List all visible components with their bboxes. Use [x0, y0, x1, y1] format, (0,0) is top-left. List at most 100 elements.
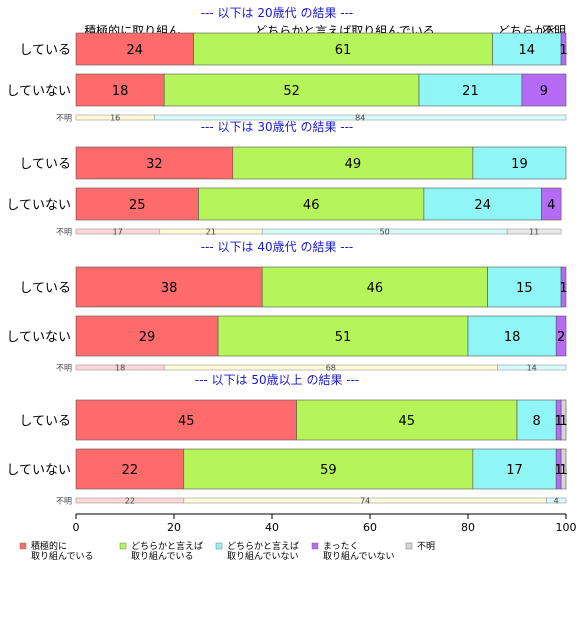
data-label: 25	[129, 198, 146, 213]
bar-segment	[506, 228, 562, 235]
data-label: 9	[540, 84, 548, 99]
bar-segment	[423, 187, 542, 221]
data-label: 29	[139, 330, 156, 345]
data-label: 50	[380, 228, 390, 237]
x-tick-label: 20	[167, 521, 181, 534]
legend-label: 積極的に	[31, 540, 67, 552]
data-label: 1	[559, 43, 567, 58]
bar-segment	[541, 187, 562, 221]
data-label: 21	[206, 228, 216, 237]
data-label: 52	[283, 84, 300, 99]
data-label: 45	[398, 414, 415, 429]
bar-segment	[198, 187, 425, 221]
data-label: 16	[110, 114, 120, 123]
bar-segment	[487, 266, 562, 308]
data-label: 84	[355, 114, 365, 123]
bar-segment	[467, 315, 557, 357]
data-label: 1	[559, 414, 567, 429]
data-label: 38	[161, 281, 178, 296]
bar-segment	[193, 32, 493, 66]
data-label: 1	[559, 281, 567, 296]
bar-segment	[75, 187, 199, 221]
bar-segment	[296, 399, 518, 441]
row-label: していない	[6, 330, 71, 345]
bar-segment	[183, 448, 474, 490]
data-label: 1	[555, 414, 563, 429]
x-tick-label: 80	[461, 521, 475, 534]
bar-segment	[217, 315, 469, 357]
legend-label: どちらかと言えば	[227, 540, 299, 552]
bar-segment	[560, 448, 567, 490]
data-label: 1	[559, 463, 567, 478]
data-label: 15	[516, 281, 533, 296]
data-label: 49	[345, 157, 362, 172]
bar-segment	[497, 364, 567, 371]
row-label: 不明	[56, 114, 72, 123]
legend-label: どちらかと言えば	[131, 540, 203, 552]
bar-segment	[232, 146, 474, 180]
bar-segment	[555, 315, 567, 357]
data-label: 4	[554, 497, 559, 506]
bar-segment	[560, 266, 567, 308]
x-tick-label: 0	[73, 521, 80, 534]
data-label: 22	[122, 463, 139, 478]
bar-segment	[75, 73, 165, 107]
data-label: 8	[532, 414, 540, 429]
data-label: 74	[360, 497, 370, 506]
bar-segment	[492, 32, 562, 66]
data-label: 14	[527, 364, 537, 373]
row-label: していない	[6, 463, 71, 478]
row-label: している	[19, 157, 71, 172]
row-label: している	[19, 281, 71, 296]
data-label: 59	[320, 463, 337, 478]
data-label: 61	[335, 43, 352, 58]
data-label: 21	[462, 84, 479, 99]
legend-label: 取り組んでいる	[31, 550, 94, 562]
data-label: 17	[506, 463, 523, 478]
data-label: 45	[178, 414, 195, 429]
legend-label: まったく	[323, 541, 359, 552]
data-label: 24	[474, 198, 491, 213]
legend-swatch	[215, 542, 223, 550]
group-title: --- 以下は 50歳以上 の結果 ---	[195, 373, 360, 387]
bar-segment	[560, 32, 567, 66]
data-label: 18	[115, 364, 125, 373]
bar-segment	[75, 315, 219, 357]
group-title: --- 以下は 30歳代 の結果 ---	[201, 120, 354, 134]
legend-label: 不明	[417, 541, 435, 552]
legend-label: 取り組んでいない	[227, 550, 299, 562]
bar-segment	[75, 266, 263, 308]
bar-segment	[75, 146, 234, 180]
data-label: 17	[113, 228, 123, 237]
bar-segment	[163, 73, 420, 107]
legend-swatch	[119, 542, 127, 550]
bar-segment	[472, 146, 567, 180]
data-label: 18	[504, 330, 521, 345]
x-tick-label: 40	[265, 521, 279, 534]
legend-label: 取り組んでいない	[323, 550, 395, 562]
bar-segment	[75, 399, 297, 441]
legend-swatch	[19, 542, 27, 550]
data-label: 24	[127, 43, 144, 58]
bar-segment	[521, 73, 567, 107]
row-label: 不明	[56, 364, 72, 373]
x-tick-label: 100	[556, 521, 577, 534]
data-label: 32	[146, 157, 163, 172]
data-label: 2	[557, 330, 565, 345]
legend-swatch	[405, 542, 413, 550]
bar-segment	[516, 399, 557, 441]
bar-segment	[546, 497, 567, 504]
data-label: 46	[367, 281, 384, 296]
x-tick-label: 60	[363, 521, 377, 534]
bar-segment	[154, 114, 567, 121]
data-label: 22	[125, 497, 135, 506]
row-label: 不明	[56, 228, 72, 237]
data-label: 68	[326, 364, 336, 373]
bar-segment	[261, 266, 488, 308]
data-label: 18	[112, 84, 129, 99]
data-label: 4	[547, 198, 555, 213]
row-label: 不明	[56, 497, 72, 506]
data-label: 11	[529, 228, 539, 237]
bar-segment	[75, 448, 185, 490]
